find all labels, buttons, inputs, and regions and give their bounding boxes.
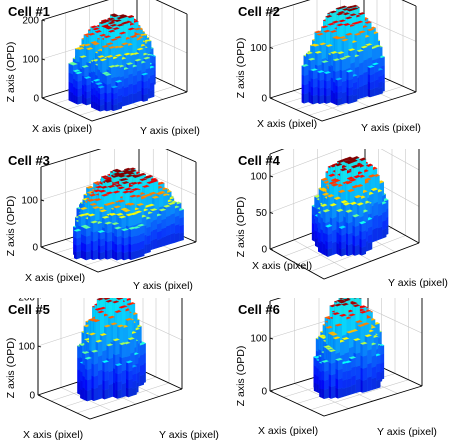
z-tick-label: 0 xyxy=(261,387,267,398)
z-axis-label: Z axis (OPD) xyxy=(235,197,247,258)
x-axis-label: X axis (pixel) xyxy=(252,260,312,272)
cell-surface xyxy=(301,4,386,106)
y-axis-label: Y axis (pixel) xyxy=(388,277,448,289)
axis-lines xyxy=(269,12,417,122)
cell-5-panel: 0 100 200 Cell #5 Z axis (OPD) X axis (pixel)… xyxy=(0,298,229,446)
cell-title: Cell #2 xyxy=(238,4,280,19)
y-axis-label: Y axis (pixel) xyxy=(140,125,200,137)
z-tick-label: 50 xyxy=(256,208,268,219)
axis-lines xyxy=(40,167,197,273)
z-axis-label: Z axis (OPD) xyxy=(5,338,17,399)
z-ticks: 0 100 xyxy=(250,43,274,105)
z-tick-label: 100 xyxy=(22,55,39,66)
cell-title: Cell #4 xyxy=(238,153,281,168)
cell-title: Cell #3 xyxy=(8,153,50,168)
x-axis-label: X axis (pixel) xyxy=(258,425,318,437)
z-ticks: 0 100 xyxy=(250,334,274,398)
z-tick-label: 0 xyxy=(261,245,267,256)
cell-2-panel: 0 100 Cell #2 Z axis (OPD) X axis (pixel) Y a… xyxy=(230,0,459,148)
cell-2-chart: 0 100 Cell #2 Z axis (OPD) X axis (pixel) Y a… xyxy=(235,0,421,134)
cell-1-panel: 0 100 200 Cell #1 Z axis (OPD) X axis (pixel)… xyxy=(0,0,229,148)
z-tick-label: 200 xyxy=(22,16,39,27)
y-axis-label: Y axis (pixel) xyxy=(133,280,193,292)
cell-surface xyxy=(76,298,147,402)
cell-title: Cell #6 xyxy=(238,302,280,317)
cell-surface xyxy=(313,298,385,399)
z-axis-label: Z axis (OPD) xyxy=(235,38,247,99)
x-axis-label: X axis (pixel) xyxy=(23,429,83,441)
z-ticks: 0 100 xyxy=(21,195,45,254)
z-tick-label: 0 xyxy=(261,94,267,105)
cell-3-panel: 0 100 Cell #3 Z axis (OPD) X axis (pixel) Y a… xyxy=(0,149,229,297)
cell-6-panel: 0 100 Cell #6 Z axis (OPD) X axis (pixel) Y a… xyxy=(230,298,459,446)
z-tick-label: 200 xyxy=(18,298,35,304)
x-axis-label: X axis (pixel) xyxy=(25,272,85,284)
z-axis-label: Z axis (OPD) xyxy=(5,42,17,103)
cell-4-panel: 0 50 100 Cell #4 Z axis (OPD) X axis (pixel) Y… xyxy=(230,149,459,297)
axis-lines xyxy=(269,301,423,417)
cell-title: Cell #5 xyxy=(8,302,50,317)
z-tick-label: 0 xyxy=(33,94,39,105)
z-axis-label: Z axis (OPD) xyxy=(5,196,17,257)
z-ticks: 0 100 200 xyxy=(18,298,42,402)
z-axis-label: Z axis (OPD) xyxy=(235,346,247,407)
z-tick-label: 0 xyxy=(32,243,38,254)
z-tick-label: 100 xyxy=(250,171,267,182)
z-tick-label: 100 xyxy=(250,43,267,54)
cell-surface xyxy=(311,156,389,257)
x-axis-label: X axis (pixel) xyxy=(32,123,92,135)
z-ticks: 0 50 100 xyxy=(250,171,274,256)
z-tick-label: 100 xyxy=(21,195,38,206)
y-axis-label: Y axis (pixel) xyxy=(377,426,437,438)
z-tick-label: 100 xyxy=(18,342,35,353)
y-axis-label: Y axis (pixel) xyxy=(361,122,421,134)
cell-title: Cell #1 xyxy=(8,4,50,19)
y-axis-label: Y axis (pixel) xyxy=(159,429,219,441)
cell-3-chart: 0 100 Cell #3 Z axis (OPD) X axis (pixel) Y a… xyxy=(5,149,197,292)
z-tick-label: 0 xyxy=(29,391,35,402)
cell-surface xyxy=(72,167,185,261)
cell-surface xyxy=(68,13,157,112)
z-ticks: 0 100 200 xyxy=(22,16,46,105)
cell-6-chart: 0 100 Cell #6 Z axis (OPD) X axis (pixel) Y a… xyxy=(235,298,437,438)
axis-lines xyxy=(269,154,420,280)
z-tick-label: 100 xyxy=(250,334,267,345)
x-axis-label: X axis (pixel) xyxy=(257,118,317,130)
cell-4-chart: 0 50 100 Cell #4 Z axis (OPD) X axis (pixel) Y… xyxy=(235,149,448,289)
